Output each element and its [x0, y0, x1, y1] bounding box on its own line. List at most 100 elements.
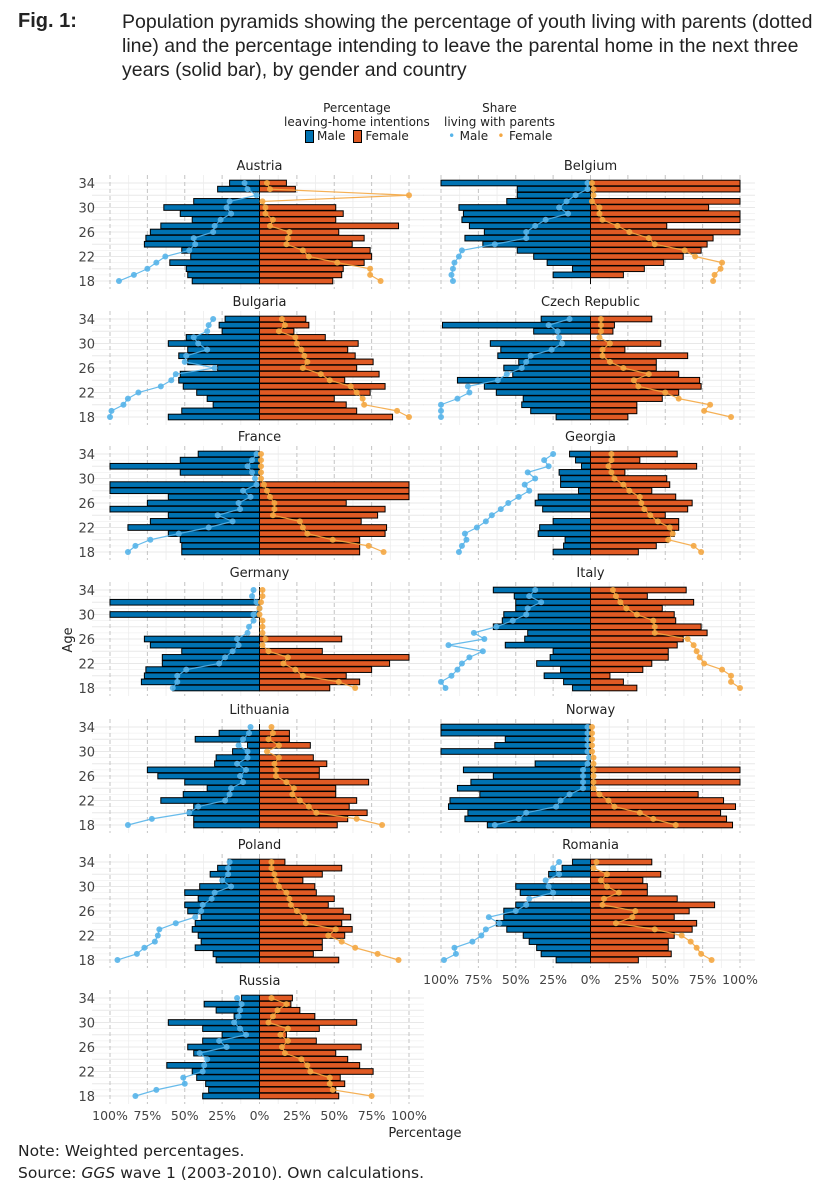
- bar-female: [259, 548, 361, 556]
- bar-female: [259, 204, 337, 211]
- point-male: [199, 1068, 206, 1075]
- point-female: [590, 760, 597, 767]
- bar-male: [492, 772, 592, 780]
- bar-male: [191, 926, 261, 933]
- point-male: [557, 797, 564, 804]
- point-male: [211, 889, 218, 896]
- bar-female: [590, 791, 699, 798]
- x-tick-label: 75%: [133, 1108, 161, 1123]
- bar-male: [440, 723, 591, 731]
- point-female: [271, 506, 278, 513]
- point-female: [269, 512, 276, 519]
- point-female: [293, 340, 300, 347]
- point-male: [244, 748, 251, 755]
- bar-female: [590, 647, 669, 655]
- point-female: [603, 871, 610, 878]
- point-female: [395, 957, 402, 963]
- point-female: [275, 754, 282, 761]
- bar-female: [259, 950, 314, 958]
- bar-female: [590, 678, 624, 686]
- point-male: [497, 506, 504, 513]
- bar-male: [191, 277, 261, 285]
- point-female: [608, 469, 615, 476]
- point-female: [651, 241, 658, 248]
- point-female: [620, 481, 627, 488]
- bar-male: [179, 536, 260, 544]
- bar-male: [163, 204, 261, 211]
- point-male: [124, 822, 131, 828]
- point-male: [249, 469, 256, 476]
- bar-male: [503, 913, 592, 921]
- point-male: [515, 815, 522, 822]
- point-female: [290, 785, 297, 792]
- point-female: [284, 235, 291, 242]
- chart-notes: Note: Weighted percentages. Source: GGS …: [18, 1140, 424, 1184]
- x-tick-label: 25%: [614, 972, 642, 987]
- y-tick-label: 30: [78, 338, 95, 353]
- y-tick-label: 18: [78, 1090, 95, 1105]
- point-female: [590, 186, 597, 193]
- point-female: [665, 536, 672, 543]
- panel-georgia: Georgia: [423, 430, 755, 560]
- source-suffix: wave 1 (2003-2010). Own calculations.: [115, 1164, 425, 1182]
- point-female: [283, 779, 290, 786]
- x-tick-label: 0%: [250, 1108, 270, 1123]
- y-tick-label: 30: [78, 881, 95, 896]
- bar-male: [221, 327, 260, 335]
- panel-title: Lithuania: [229, 703, 289, 718]
- bar-female: [259, 530, 386, 537]
- point-female: [257, 457, 264, 464]
- point-male: [130, 271, 137, 278]
- point-male: [240, 487, 247, 494]
- point-female: [606, 340, 613, 347]
- bar-male: [193, 803, 260, 810]
- y-tick-label: 22: [78, 1066, 95, 1081]
- point-male: [198, 908, 205, 914]
- point-female: [599, 901, 606, 908]
- bar-female: [590, 240, 708, 248]
- y-tick-label: 22: [78, 522, 95, 537]
- bar-male: [512, 370, 592, 378]
- point-male: [172, 371, 179, 378]
- point-male: [199, 901, 206, 908]
- point-male: [466, 654, 473, 661]
- point-female: [268, 865, 275, 872]
- point-female: [326, 1074, 333, 1081]
- panel-norway: Norway: [423, 703, 755, 833]
- y-tick-label: 34: [78, 992, 95, 1007]
- point-male: [225, 871, 232, 878]
- point-female: [612, 593, 619, 600]
- point-female: [590, 785, 597, 792]
- point-male: [216, 1037, 223, 1044]
- point-male: [440, 957, 447, 963]
- point-female: [684, 636, 691, 642]
- point-male: [135, 389, 142, 396]
- bar-female: [590, 216, 741, 224]
- point-male: [491, 822, 498, 828]
- point-male: [580, 779, 587, 786]
- bar-female: [590, 617, 677, 624]
- point-female: [588, 736, 595, 743]
- bar-female: [259, 907, 344, 915]
- bar-male: [522, 395, 591, 402]
- point-male: [132, 542, 139, 549]
- bar-male: [184, 889, 260, 896]
- x-tick-label: 50%: [320, 1108, 348, 1123]
- bar-male: [217, 864, 260, 872]
- point-female: [334, 259, 341, 266]
- y-tick-label: 26: [78, 770, 95, 785]
- bar-male: [537, 530, 591, 537]
- bar-male: [578, 487, 591, 495]
- bar-female: [590, 511, 666, 519]
- point-male: [234, 760, 241, 767]
- point-male: [545, 463, 552, 470]
- bar-male: [489, 340, 591, 347]
- point-male: [572, 192, 579, 199]
- bar-male: [227, 858, 260, 866]
- point-female: [298, 346, 305, 353]
- point-male: [455, 549, 462, 555]
- panel-austria: Austria 18 22 26 30 34: [78, 159, 424, 290]
- bar-male: [179, 210, 260, 217]
- point-male: [523, 901, 530, 908]
- point-female: [719, 259, 726, 266]
